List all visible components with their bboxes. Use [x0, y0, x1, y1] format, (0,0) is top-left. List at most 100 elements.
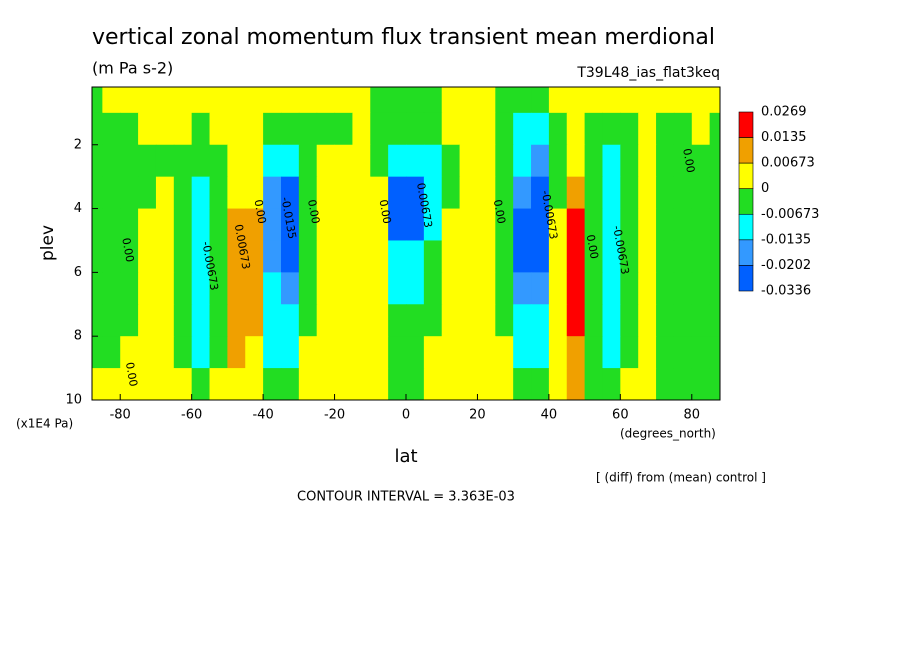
- field-cell: [566, 336, 586, 369]
- field-cell: [370, 304, 389, 337]
- field-cell: [102, 368, 121, 400]
- colorbar-box: [738, 137, 754, 164]
- field-cell: [352, 368, 371, 400]
- field-cell: [638, 272, 657, 305]
- field-cell: [566, 208, 586, 241]
- field-cell: [280, 87, 300, 114]
- field-cell: [673, 208, 693, 241]
- field-cell: [138, 208, 157, 241]
- field-cell: [155, 336, 175, 369]
- colorbar-box: [738, 265, 754, 292]
- field-cell: [263, 87, 282, 114]
- field-cell: [209, 87, 228, 114]
- field-cell: [673, 336, 693, 369]
- field-cell: [495, 368, 514, 400]
- field-cell: [316, 144, 336, 178]
- field-cell: [120, 336, 139, 369]
- y-tick-label: 2: [74, 137, 82, 152]
- field-cell: [548, 240, 568, 273]
- field-cell: [280, 304, 300, 337]
- field-cell: [316, 368, 336, 400]
- field-cell: [102, 240, 121, 273]
- diff-note: [ (diff) from (mean) control ]: [596, 471, 766, 485]
- field-cell: [477, 336, 496, 369]
- y-tick-label: 4: [74, 201, 82, 216]
- x-unit-label: (degrees_north): [620, 427, 716, 441]
- field-cell: [352, 87, 371, 114]
- field-cell: [709, 176, 720, 210]
- field-cell: [602, 272, 621, 305]
- field-cell: [388, 144, 407, 178]
- field-cell: [209, 112, 228, 146]
- contour-label: 0.00: [305, 198, 322, 224]
- field-cell: [477, 304, 496, 337]
- field-cell: [120, 87, 139, 114]
- x-tick-label: -80: [110, 408, 131, 423]
- field-cell: [495, 144, 514, 178]
- field-cell: [92, 368, 103, 400]
- colorbar-label: 0.0269: [761, 105, 807, 120]
- field-cell: [120, 272, 139, 305]
- colorbar-box: [738, 111, 754, 138]
- field-cell: [245, 112, 264, 146]
- field-cell: [102, 144, 121, 178]
- field-cell: [316, 208, 336, 241]
- x-tick-label: 40: [541, 408, 558, 423]
- field-cell: [531, 368, 550, 400]
- field-cell: [92, 304, 103, 337]
- field-cell: [406, 240, 425, 273]
- field-cell: [423, 112, 443, 146]
- field-cell: [334, 336, 353, 369]
- field-cell: [155, 304, 175, 337]
- x-tick-label: 20: [469, 408, 486, 423]
- field-cell: [245, 144, 264, 178]
- field-cell: [673, 240, 693, 273]
- field-cell: [191, 144, 211, 178]
- colorbar-label: -0.00673: [761, 207, 819, 222]
- field-cell: [334, 87, 353, 114]
- field-cell: [298, 304, 318, 337]
- field-cell: [92, 112, 103, 146]
- field-cell: [638, 208, 657, 241]
- field-cell: [548, 368, 568, 400]
- field-cell: [406, 208, 425, 241]
- field-cell: [388, 176, 407, 210]
- field-cell: [191, 368, 211, 400]
- field-cell: [584, 240, 603, 273]
- field-cell: [656, 368, 675, 400]
- field-cell: [656, 240, 675, 273]
- field-cell: [120, 240, 139, 273]
- field-cell: [406, 272, 425, 305]
- field-cell: [620, 208, 639, 241]
- field-cell: [352, 272, 371, 305]
- field-cell: [441, 112, 461, 146]
- field-cell: [388, 304, 407, 337]
- field-cell: [155, 176, 175, 210]
- field-cell: [602, 144, 621, 178]
- field-cell: [263, 272, 282, 305]
- field-cell: [173, 208, 193, 241]
- field-cell: [138, 176, 157, 210]
- field-cell: [92, 176, 103, 210]
- contour-label: 0.00: [123, 361, 140, 387]
- field-cell: [227, 240, 246, 273]
- field-cell: [477, 176, 496, 210]
- field-cell: [638, 144, 657, 178]
- field-cell: [531, 336, 550, 369]
- field-cell: [441, 87, 461, 114]
- field-cell: [477, 240, 496, 273]
- field-cell: [566, 112, 586, 146]
- field-cell: [102, 272, 121, 305]
- field-cell: [495, 240, 514, 273]
- field-cell: [155, 368, 175, 400]
- colorbar-label: -0.0135: [761, 232, 811, 247]
- field-cell: [191, 208, 211, 241]
- colorbar-label: -0.0202: [761, 258, 811, 273]
- field-cell: [513, 304, 532, 337]
- field-cell: [602, 112, 621, 146]
- field-cell: [263, 176, 282, 210]
- y-unit-label: (x1E4 Pa): [16, 417, 73, 431]
- field-cell: [245, 304, 264, 337]
- field-cell: [656, 272, 675, 305]
- field-cell: [388, 336, 407, 369]
